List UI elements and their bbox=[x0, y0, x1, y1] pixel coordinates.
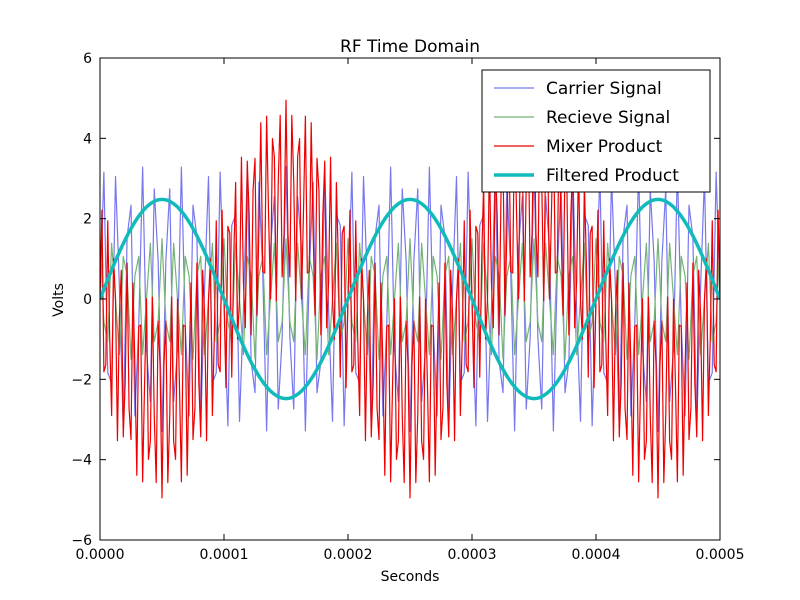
y-axis-label: Volts bbox=[51, 283, 67, 317]
legend-frame bbox=[481, 69, 711, 193]
y-tick-label: 0 bbox=[83, 292, 92, 308]
legend-label: Carrier Signal bbox=[546, 79, 662, 99]
x-axis: 0.0000 0.0001 0.0002 0.0003 0.0004 0.0005 bbox=[76, 58, 745, 563]
chart-title: RF Time Domain bbox=[340, 37, 480, 57]
y-axis: 6 4 2 0 −2 −4 −6 bbox=[71, 51, 720, 549]
x-tick-label: 0.0002 bbox=[324, 547, 373, 563]
y-tick-label: −2 bbox=[71, 372, 92, 388]
x-axis-label: Seconds bbox=[381, 569, 440, 585]
series-line-filtered-product bbox=[100, 197, 720, 401]
series-layer bbox=[100, 99, 720, 499]
x-tick-label: 0.0003 bbox=[448, 547, 497, 563]
legend: Carrier Signal Recieve Signal Mixer Produc… bbox=[481, 69, 711, 193]
x-tick-label: 0.0004 bbox=[572, 547, 621, 563]
y-tick-label: 6 bbox=[83, 51, 92, 67]
x-tick-label: 0.0001 bbox=[200, 547, 249, 563]
y-tick-label: −6 bbox=[71, 533, 92, 549]
y-tick-label: 4 bbox=[83, 131, 92, 147]
legend-label: Recieve Signal bbox=[546, 108, 670, 128]
series-line-recieve-signal bbox=[100, 238, 720, 360]
y-tick-label: −4 bbox=[71, 453, 92, 469]
x-tick-label: 0.0000 bbox=[76, 547, 125, 563]
plot-area: 0.0000 0.0001 0.0002 0.0003 0.0004 0.0005 6 4 2… bbox=[71, 51, 744, 563]
y-tick-label: 2 bbox=[83, 212, 92, 228]
legend-label: Filtered Product bbox=[546, 166, 679, 186]
legend-label: Mixer Product bbox=[546, 137, 663, 157]
x-tick-label: 0.0005 bbox=[696, 547, 745, 563]
series-line-mixer-product bbox=[100, 99, 720, 499]
